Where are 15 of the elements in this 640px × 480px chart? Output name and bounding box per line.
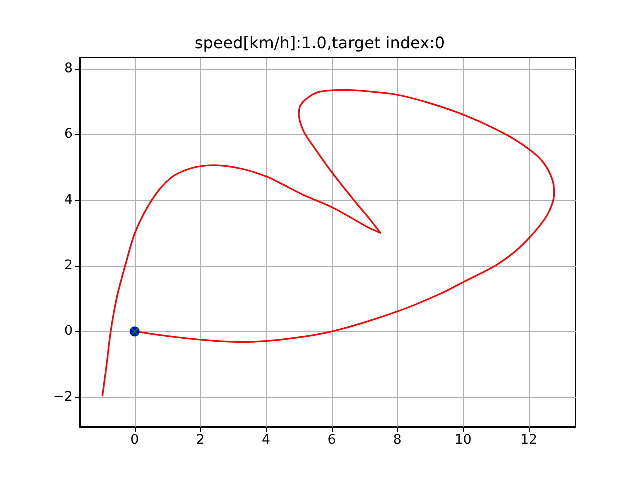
y-tick-label: −2 [53, 390, 73, 405]
x-tick-label: 10 [454, 433, 472, 448]
chart-title: speed[km/h]:1.0,target index:0 [194, 34, 446, 52]
x-tick-label: 2 [196, 433, 205, 448]
y-tick-label: 2 [64, 258, 73, 274]
x-tick-label: 0 [130, 433, 140, 448]
line-series [102, 89, 556, 397]
y-tick-label: 0 [64, 324, 73, 340]
y-tick-label: 4 [64, 192, 73, 208]
x-tick-label: 8 [393, 433, 402, 448]
x-tick-label: 12 [520, 433, 538, 448]
y-tick-label: 6 [64, 127, 73, 142]
x-tick-label: 6 [328, 433, 336, 448]
y-tick-label: 8 [64, 61, 73, 76]
x-tick-label: 4 [262, 433, 270, 448]
